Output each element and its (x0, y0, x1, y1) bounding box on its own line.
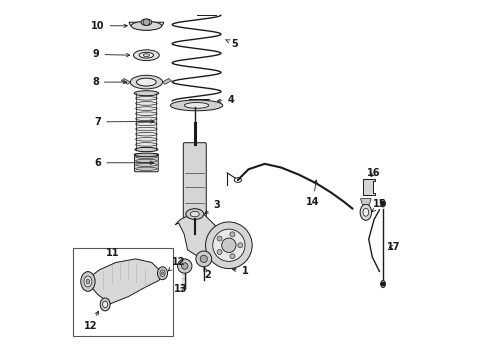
Polygon shape (163, 78, 172, 84)
Ellipse shape (136, 143, 157, 146)
Polygon shape (122, 78, 130, 84)
Circle shape (230, 232, 235, 237)
Ellipse shape (136, 159, 157, 162)
Polygon shape (361, 199, 371, 204)
Circle shape (143, 19, 149, 26)
Circle shape (213, 229, 245, 261)
Circle shape (177, 259, 192, 273)
Ellipse shape (136, 112, 157, 116)
Text: 3: 3 (205, 200, 220, 213)
Circle shape (221, 238, 236, 252)
Circle shape (200, 255, 207, 262)
Circle shape (181, 263, 188, 269)
Text: 12: 12 (168, 257, 185, 271)
Ellipse shape (102, 301, 108, 308)
Text: 13: 13 (174, 284, 188, 294)
Ellipse shape (360, 204, 371, 220)
Text: 5: 5 (225, 39, 238, 49)
Circle shape (230, 254, 235, 259)
Ellipse shape (86, 279, 90, 284)
FancyBboxPatch shape (183, 143, 206, 221)
Circle shape (205, 222, 252, 269)
Ellipse shape (136, 91, 157, 95)
Polygon shape (175, 214, 220, 259)
Text: 7: 7 (95, 117, 154, 127)
Circle shape (196, 251, 212, 267)
Ellipse shape (136, 163, 157, 166)
Circle shape (238, 243, 243, 248)
Ellipse shape (133, 50, 159, 60)
Ellipse shape (84, 276, 92, 287)
Ellipse shape (136, 167, 157, 170)
Ellipse shape (141, 19, 152, 26)
Ellipse shape (186, 209, 204, 220)
Text: 10: 10 (91, 21, 127, 31)
Ellipse shape (81, 272, 95, 291)
Ellipse shape (136, 132, 157, 136)
Text: 1: 1 (233, 266, 248, 276)
Text: 14: 14 (306, 180, 320, 207)
Ellipse shape (130, 75, 163, 89)
Text: 12: 12 (84, 311, 98, 330)
Ellipse shape (136, 155, 157, 158)
Polygon shape (129, 22, 164, 30)
Ellipse shape (363, 208, 368, 216)
Text: 6: 6 (95, 158, 153, 168)
Ellipse shape (135, 153, 158, 157)
Ellipse shape (143, 54, 149, 57)
Ellipse shape (139, 52, 153, 58)
Text: 8: 8 (92, 77, 126, 87)
Ellipse shape (135, 147, 158, 152)
Text: 9: 9 (93, 49, 130, 59)
Ellipse shape (131, 21, 162, 30)
Text: 2: 2 (204, 267, 211, 280)
Ellipse shape (160, 270, 165, 276)
Ellipse shape (136, 138, 157, 141)
Polygon shape (363, 179, 375, 195)
Circle shape (381, 282, 385, 286)
Ellipse shape (190, 211, 199, 217)
Polygon shape (135, 93, 158, 149)
Ellipse shape (136, 122, 157, 126)
Ellipse shape (136, 107, 157, 111)
Text: 17: 17 (387, 242, 400, 252)
Ellipse shape (136, 127, 157, 131)
Ellipse shape (136, 148, 157, 151)
Circle shape (381, 202, 385, 205)
Ellipse shape (136, 102, 157, 105)
Circle shape (217, 249, 222, 255)
Ellipse shape (157, 267, 168, 280)
Text: 15: 15 (372, 199, 386, 212)
Text: 4: 4 (218, 95, 234, 105)
Ellipse shape (137, 78, 156, 86)
Polygon shape (90, 259, 163, 304)
Circle shape (217, 236, 222, 241)
Ellipse shape (161, 272, 164, 275)
FancyBboxPatch shape (135, 154, 158, 172)
Text: 16: 16 (368, 168, 381, 178)
Ellipse shape (100, 298, 110, 311)
Ellipse shape (136, 96, 157, 100)
Ellipse shape (184, 103, 209, 108)
Ellipse shape (136, 117, 157, 121)
Bar (73, 248, 173, 336)
Ellipse shape (171, 100, 223, 111)
Text: 11: 11 (105, 248, 119, 258)
Ellipse shape (134, 91, 159, 96)
